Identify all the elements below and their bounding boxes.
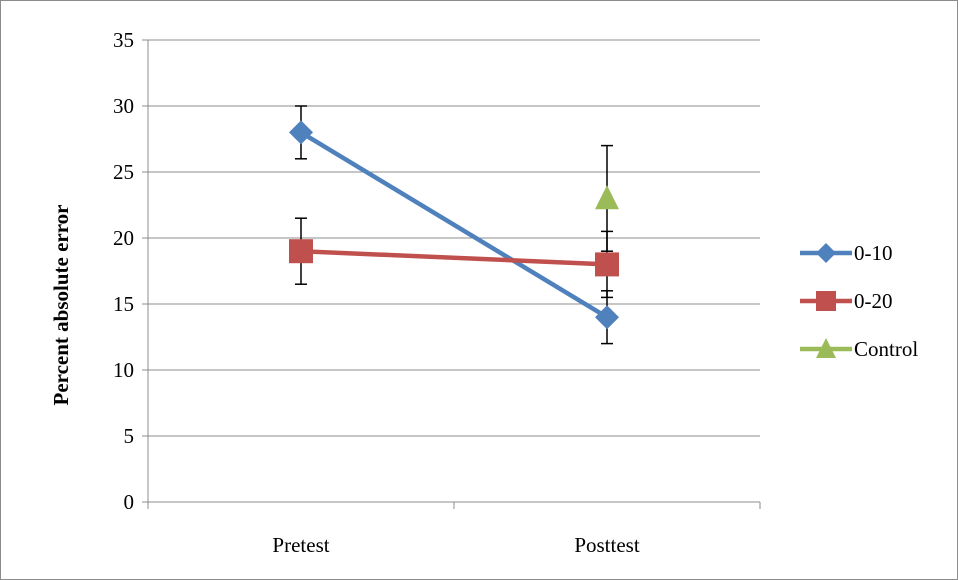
data-point-control xyxy=(595,185,619,210)
legend-label-0-20: 0-20 xyxy=(854,289,893,313)
series-markers xyxy=(289,120,619,330)
x-category-label: Posttest xyxy=(574,533,640,557)
y-tick-label: 25 xyxy=(113,160,134,184)
legend-label-control: Control xyxy=(854,337,918,361)
y-tick-label: 5 xyxy=(124,424,135,448)
data-point-0-10 xyxy=(595,305,619,330)
y-tick-labels: 0 5 10 15 20 25 30 35 xyxy=(113,28,134,514)
x-category-labels: Pretest Posttest xyxy=(272,533,639,557)
axes xyxy=(142,39,761,509)
legend-label-0-10: 0-10 xyxy=(854,241,893,265)
y-tick-label: 30 xyxy=(113,94,134,118)
legend-marker-0-10 xyxy=(816,243,836,263)
series-line-0-10 xyxy=(299,130,609,320)
gridlines xyxy=(148,39,760,437)
x-category-label: Pretest xyxy=(272,533,329,557)
y-tick-label: 20 xyxy=(113,226,134,250)
data-point-0-10 xyxy=(289,120,313,145)
data-point-0-20 xyxy=(595,252,619,277)
series-line-0-20 xyxy=(300,248,608,267)
series-lines xyxy=(299,130,609,320)
y-tick-label: 15 xyxy=(113,292,134,316)
y-tick-label: 0 xyxy=(124,490,135,514)
data-point-0-20 xyxy=(289,239,313,264)
legend: 0-10 0-20 Control xyxy=(800,241,918,361)
y-tick-label: 35 xyxy=(113,28,134,52)
legend-marker-control xyxy=(816,338,836,358)
y-tick-label: 10 xyxy=(113,358,134,382)
legend-marker-0-20 xyxy=(816,291,836,311)
y-axis-title: Percent absolute error xyxy=(49,205,73,406)
